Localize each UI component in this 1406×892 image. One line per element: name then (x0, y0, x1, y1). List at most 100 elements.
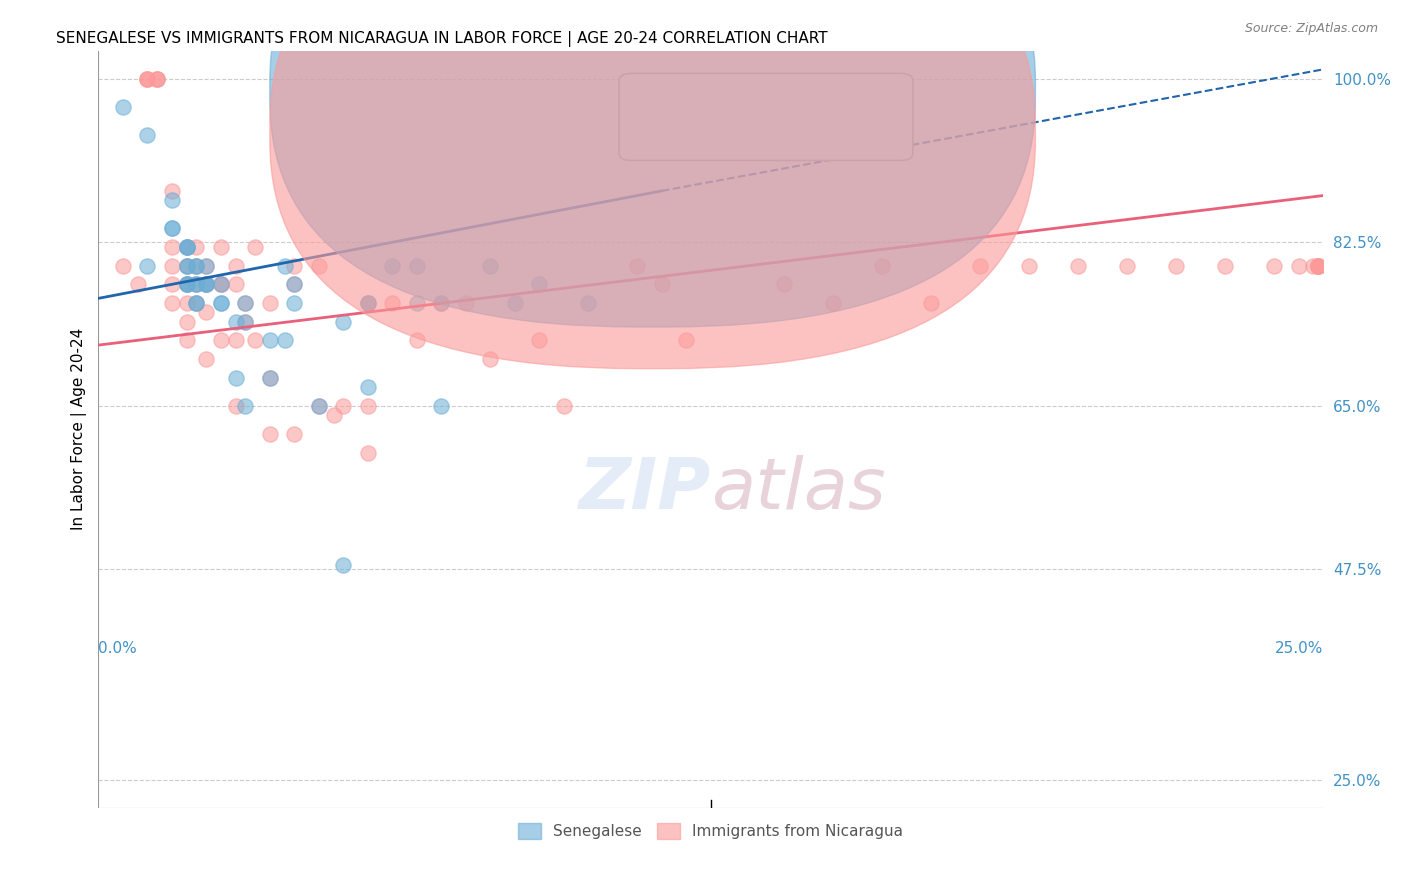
Point (225, 277, 247, 292)
Point (136, 71, 159, 86)
Point (1308, 259, 1330, 273)
Point (186, 296, 208, 310)
Point (1116, 259, 1139, 273)
Point (160, 277, 183, 292)
Point (283, 426, 305, 441)
Point (233, 315, 256, 329)
Text: R = 0.275: R = 0.275 (678, 123, 768, 142)
Point (675, 334, 697, 348)
Point (136, 259, 159, 273)
Point (176, 296, 198, 310)
Y-axis label: In Labor Force | Age 20-24: In Labor Force | Age 20-24 (72, 328, 87, 531)
Point (160, 184, 183, 198)
Point (176, 240, 198, 254)
Point (430, 296, 453, 310)
Point (1067, 259, 1090, 273)
Point (195, 259, 218, 273)
Point (357, 296, 380, 310)
Point (529, 334, 551, 348)
Point (186, 259, 208, 273)
Point (381, 259, 404, 273)
Point (176, 334, 198, 348)
Point (430, 296, 453, 310)
Point (529, 277, 551, 292)
Point (1302, 259, 1324, 273)
Point (576, 296, 599, 310)
Point (186, 240, 208, 254)
Point (357, 380, 380, 394)
Text: N = 53: N = 53 (790, 82, 858, 100)
Point (479, 352, 502, 367)
FancyBboxPatch shape (270, 0, 1035, 368)
Point (273, 334, 295, 348)
Point (233, 315, 256, 329)
Text: SENEGALESE VS IMMIGRANTS FROM NICARAGUA IN LABOR FORCE | AGE 20-24 CORRELATION C: SENEGALESE VS IMMIGRANTS FROM NICARAGUA … (56, 31, 828, 47)
Point (186, 296, 208, 310)
FancyBboxPatch shape (270, 0, 1035, 327)
Point (969, 259, 991, 273)
Point (195, 305, 218, 319)
Point (233, 399, 256, 413)
Point (283, 277, 305, 292)
Point (283, 277, 305, 292)
Point (357, 296, 380, 310)
Point (332, 399, 354, 413)
Point (357, 445, 380, 459)
Point (176, 240, 198, 254)
Text: 0.0%: 0.0% (98, 641, 138, 657)
Point (381, 296, 404, 310)
Point (160, 221, 183, 235)
Point (430, 399, 453, 413)
Point (1308, 259, 1330, 273)
Point (243, 334, 266, 348)
Point (160, 259, 183, 273)
Point (160, 221, 183, 235)
Point (160, 296, 183, 310)
Point (332, 315, 354, 329)
Point (146, 71, 169, 86)
Point (225, 399, 247, 413)
Point (176, 277, 198, 292)
Point (209, 334, 232, 348)
Point (405, 334, 427, 348)
Point (273, 259, 295, 273)
Text: atlas: atlas (711, 455, 886, 524)
Point (454, 296, 477, 310)
Point (176, 277, 198, 292)
Point (127, 277, 149, 292)
Point (186, 259, 208, 273)
Point (195, 277, 218, 292)
Point (225, 315, 247, 329)
Point (823, 296, 845, 310)
Point (479, 259, 502, 273)
Point (195, 259, 218, 273)
Point (176, 277, 198, 292)
Point (225, 334, 247, 348)
Point (186, 259, 208, 273)
FancyBboxPatch shape (619, 73, 912, 161)
Point (308, 399, 330, 413)
Point (195, 277, 218, 292)
Point (146, 71, 169, 86)
Point (233, 296, 256, 310)
Point (503, 296, 526, 310)
Point (322, 408, 344, 422)
Point (259, 296, 281, 310)
Point (176, 240, 198, 254)
Point (209, 296, 232, 310)
Point (209, 277, 232, 292)
Point (405, 296, 427, 310)
Point (1018, 259, 1040, 273)
Point (195, 277, 218, 292)
Point (259, 371, 281, 385)
Point (186, 277, 208, 292)
Point (357, 399, 380, 413)
Point (920, 296, 942, 310)
Point (209, 296, 232, 310)
Point (1288, 259, 1310, 273)
Point (651, 277, 673, 292)
Point (1308, 259, 1330, 273)
Text: N = 81: N = 81 (790, 123, 858, 142)
Point (176, 259, 198, 273)
Point (209, 277, 232, 292)
